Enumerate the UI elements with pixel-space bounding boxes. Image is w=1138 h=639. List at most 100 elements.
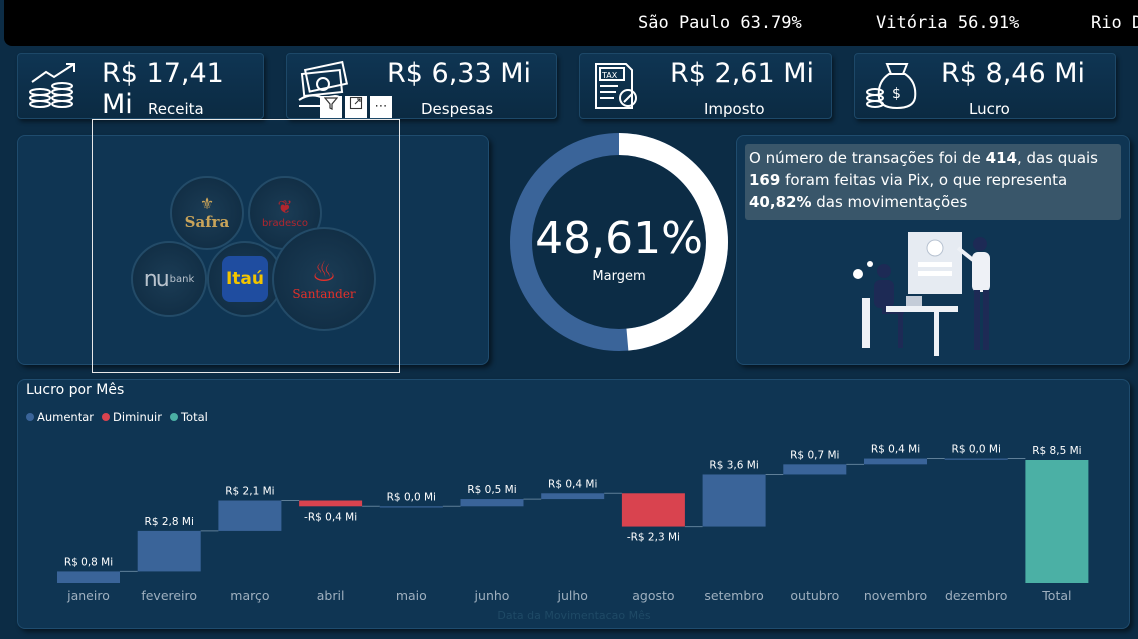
margin-donut[interactable]: 48,61% Margem xyxy=(508,131,730,353)
visual-header-toolbar: ⋯ xyxy=(320,96,392,118)
bank-name: Itaú xyxy=(225,269,265,289)
tax-document-icon: TAX xyxy=(595,63,637,109)
category-label: outubro xyxy=(790,588,839,603)
waterfall-bar[interactable] xyxy=(1025,460,1089,583)
legend-marker xyxy=(26,413,34,421)
bradesco-tree-icon: ❦ xyxy=(277,196,293,218)
legend-label: Aumentar xyxy=(37,410,95,424)
legend-item-total[interactable]: Total xyxy=(169,410,208,424)
bank-name: bank xyxy=(169,273,195,285)
summary-text: , das quais xyxy=(1016,149,1098,167)
svg-text:TAX: TAX xyxy=(601,71,618,80)
bank-santander[interactable]: ♨ Santander xyxy=(272,227,376,331)
transactions-summary: O número de transações foi de 414, das q… xyxy=(745,144,1121,220)
desk-icon xyxy=(886,296,958,356)
kpi-card-receita[interactable]: R$ 17,41 Mi Receita xyxy=(17,53,264,120)
kpi-card-lucro[interactable]: $ R$ 8,46 Mi Lucro xyxy=(854,53,1116,119)
focus-mode-icon[interactable] xyxy=(345,96,367,118)
data-label: R$ 3,6 Mi xyxy=(709,459,758,471)
margin-value: 48,61% xyxy=(535,213,703,264)
category-label: novembro xyxy=(864,588,927,603)
x-axis-title: Data da Movimentacao Mês xyxy=(497,609,651,622)
waterfall-bar[interactable] xyxy=(218,500,282,531)
total-transactions: 414 xyxy=(985,149,1017,167)
legend-marker xyxy=(102,413,111,421)
kpi-label: Receita xyxy=(148,100,204,118)
category-label: maio xyxy=(396,588,427,603)
data-label: R$ 0,4 Mi xyxy=(548,478,597,490)
category-label: janeiro xyxy=(66,588,110,603)
svg-text:$: $ xyxy=(892,86,901,102)
waterfall-bar[interactable] xyxy=(379,506,443,508)
ticker-item: São Paulo 63.79% xyxy=(638,13,802,33)
legend-label: Diminuir xyxy=(113,410,162,424)
ticker-item: Rio D xyxy=(1091,13,1138,33)
waterfall-bar[interactable] xyxy=(864,458,927,465)
selected-visual-frame xyxy=(92,119,400,373)
bank-safra[interactable]: ⚜ Safra xyxy=(170,176,244,250)
kpi-label: Imposto xyxy=(704,100,765,118)
kpi-label: Lucro xyxy=(969,100,1010,118)
donut-margin-arc[interactable] xyxy=(510,133,728,351)
data-label: R$ 0,5 Mi xyxy=(467,484,516,496)
kpi-value: R$ 17,41 Mi xyxy=(102,58,224,120)
bank-name: Santander xyxy=(292,287,356,301)
kpi-value: R$ 2,61 Mi xyxy=(670,58,815,89)
pix-percent: 40,82% xyxy=(749,193,812,211)
legend-marker xyxy=(169,413,178,421)
waterfall-bar[interactable] xyxy=(460,499,524,507)
data-label: R$ 0,0 Mi xyxy=(387,491,436,503)
revenue-growth-icon xyxy=(29,63,75,108)
data-label: R$ 2,1 Mi xyxy=(225,486,274,498)
safra-crest-icon: ⚜ xyxy=(199,194,215,213)
category-label: dezembro xyxy=(945,588,1008,603)
kpi-label: Despesas xyxy=(421,100,494,118)
nubank-nu-icon: nu xyxy=(143,266,170,292)
category-label: abril xyxy=(317,588,345,603)
pix-transactions: 169 xyxy=(749,171,781,189)
data-label: -R$ 2,3 Mi xyxy=(627,532,680,544)
waterfall-bar[interactable] xyxy=(299,500,363,507)
filter-icon[interactable] xyxy=(320,96,342,118)
waterfall-bar[interactable] xyxy=(702,474,766,527)
category-label: julho xyxy=(556,588,587,603)
bank-name: Safra xyxy=(184,213,230,231)
bank-itau[interactable]: Itaú xyxy=(207,241,283,317)
waterfall-bar[interactable] xyxy=(621,493,685,527)
data-label: R$ 0,8 Mi xyxy=(64,556,113,568)
more-options-icon[interactable]: ⋯ xyxy=(370,96,392,118)
summary-text: das movimentações xyxy=(811,193,968,211)
data-label: R$ 8,5 Mi xyxy=(1032,445,1081,457)
chart-legend: Aumentar Diminuir Total xyxy=(26,410,208,424)
kpi-card-imposto[interactable]: TAX R$ 2,61 Mi Imposto xyxy=(579,53,832,119)
ticker-item: Vitória 56.91% xyxy=(876,13,1020,33)
legend-item-decrease[interactable]: Diminuir xyxy=(102,410,162,424)
bank-nubank[interactable]: nu bank xyxy=(131,241,207,317)
data-label: R$ 2,8 Mi xyxy=(145,516,194,528)
summary-text: O número de transações foi de xyxy=(749,149,986,167)
data-label: R$ 0,7 Mi xyxy=(790,449,839,461)
waterfall-bar[interactable] xyxy=(944,458,1008,460)
category-label: Total xyxy=(1041,588,1071,603)
category-label: fevereiro xyxy=(141,588,197,603)
legend-label: Total xyxy=(180,410,208,424)
category-label: março xyxy=(230,588,269,603)
waterfall-bar[interactable] xyxy=(783,464,847,475)
santander-flame-icon: ♨ xyxy=(311,255,337,288)
profit-by-month-panel[interactable] xyxy=(17,379,1130,629)
legend-item-increase[interactable]: Aumentar xyxy=(26,410,94,424)
chart-title: Lucro por Mês xyxy=(26,382,125,398)
city-ticker: São Paulo 63.79% Vitória 56.91% Rio D xyxy=(4,0,1138,46)
data-label: -R$ 0,4 Mi xyxy=(304,511,357,523)
donut-chart xyxy=(510,133,728,351)
presenter-icon xyxy=(956,237,990,350)
data-label: R$ 0,0 Mi xyxy=(952,444,1001,456)
margin-label: Margem xyxy=(592,269,646,284)
bank-name: bradesco xyxy=(262,217,308,229)
kpi-value: R$ 6,33 Mi xyxy=(387,58,532,89)
waterfall-chart: R$ 0,8 Mi janeiro R$ 2,8 Mi fevereiro R$ 2,1… xyxy=(57,444,1089,622)
waterfall-bar[interactable] xyxy=(57,571,120,583)
money-bag-icon: $ xyxy=(866,63,917,110)
waterfall-bar[interactable] xyxy=(541,493,605,500)
waterfall-bar[interactable] xyxy=(137,530,201,572)
